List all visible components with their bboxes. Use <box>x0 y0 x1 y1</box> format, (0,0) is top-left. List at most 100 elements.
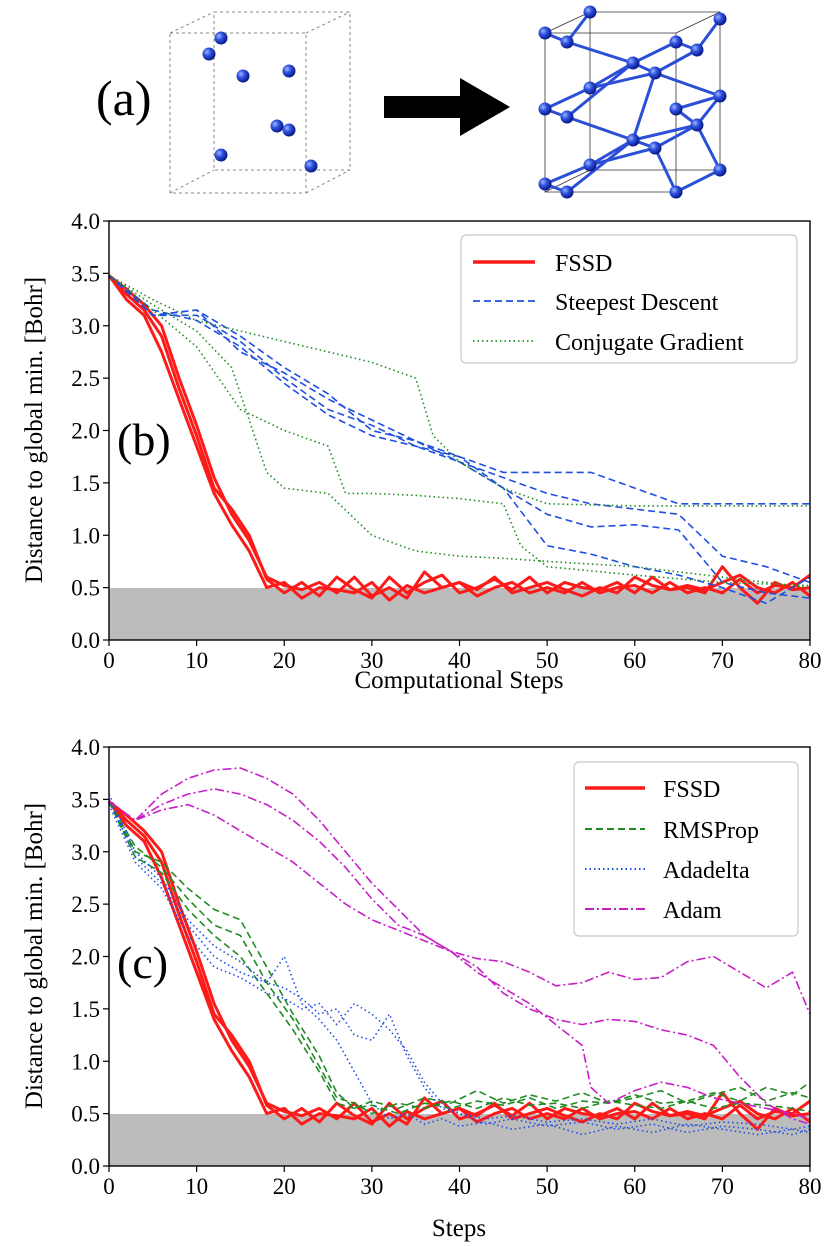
series-line-fssd <box>107 800 811 1128</box>
y-tick-label: 3.0 <box>71 314 100 339</box>
atom <box>282 123 296 137</box>
x-tick-label: 30 <box>360 648 383 673</box>
series-line-rmsprop <box>108 801 811 1110</box>
atom <box>626 56 640 70</box>
series-line-conjugate-gradient <box>108 274 811 587</box>
x-tick-label: 40 <box>448 1174 471 1199</box>
x-tick-label: 20 <box>273 1174 296 1199</box>
x-tick-label: 50 <box>536 1174 559 1199</box>
y-tick-label: 2.0 <box>71 419 100 444</box>
y-tick-label: 4.0 <box>71 209 100 234</box>
atom <box>560 35 574 49</box>
x-tick-label: 30 <box>360 1174 383 1199</box>
legend-c-label-adadelta: Adadelta <box>663 858 750 884</box>
chart-c: 0 10 20 30 40 50 60 70 80 0.0 0.5 1.0 1.5 2.0 2.5 3.0 3.… <box>21 735 822 1242</box>
x-tick-label: 70 <box>711 1174 734 1199</box>
x-tick-label: 60 <box>623 1174 646 1199</box>
panel-a: (a) <box>96 5 727 199</box>
legend-c-label-adam: Adam <box>663 898 722 924</box>
x-tick-label: 0 <box>103 1174 115 1199</box>
legend-c-label-rmsprop: RMSProp <box>663 818 759 844</box>
chart-c-legend: FSSD RMSProp Adadelta Adam <box>573 761 799 937</box>
series-line-rmsprop <box>108 801 811 1115</box>
x-tick-label: 50 <box>536 648 559 673</box>
y-tick-label: 0.5 <box>71 1102 100 1127</box>
x-tick-label: 70 <box>711 648 734 673</box>
initial-atoms <box>202 31 318 173</box>
atom <box>202 47 216 61</box>
chart-b-panel-label: (b) <box>117 414 171 465</box>
y-tick-label: 1.5 <box>71 997 100 1022</box>
x-tick-label: 10 <box>185 648 208 673</box>
atom <box>690 43 704 57</box>
chart-b-threshold-band <box>109 588 810 640</box>
chart-c-threshold-band <box>109 1114 810 1166</box>
panel-a-label: (a) <box>96 70 152 126</box>
y-tick-label: 4.0 <box>71 735 100 760</box>
y-tick-label: 2.0 <box>71 945 100 970</box>
atom <box>282 64 296 78</box>
atom <box>236 69 250 83</box>
chart-c-ylabel: Distance to global min. [Bohr] <box>21 803 48 1109</box>
series-line-adam <box>108 800 811 1120</box>
atom <box>669 102 683 116</box>
series-line-steepest-descent <box>108 274 811 584</box>
atom <box>648 66 662 80</box>
atom <box>583 158 597 172</box>
x-tick-label: 60 <box>623 648 646 673</box>
atom <box>270 119 284 133</box>
x-tick-label: 80 <box>799 1174 822 1199</box>
legend-b-label-fssd: FSSD <box>555 251 612 277</box>
atom <box>669 185 683 199</box>
series-line-adadelta <box>108 793 811 1136</box>
y-tick-label: 1.0 <box>71 523 100 548</box>
optimized-atoms <box>538 5 727 199</box>
legend-b-label-steepest-descent: Steepest Descent <box>555 290 719 316</box>
legend-b-label-conjugate-gradient: Conjugate Gradient <box>555 330 744 356</box>
y-tick-label: 2.5 <box>71 366 100 391</box>
chart-c-ticks: 0 10 20 30 40 50 60 70 80 0.0 0.5 1.0 1.5 2.0 2.5 3.0 3.… <box>71 735 821 1199</box>
atom <box>713 89 727 103</box>
series-line-adam <box>108 767 811 1015</box>
y-tick-label: 1.5 <box>71 471 100 496</box>
atom <box>560 185 574 199</box>
y-tick-label: 0.5 <box>71 576 100 601</box>
chart-b-ylabel: Distance to global min. [Bohr] <box>21 277 48 583</box>
y-tick-label: 2.5 <box>71 892 100 917</box>
atom <box>669 35 683 49</box>
atom <box>538 177 552 191</box>
initial-structure-box <box>169 11 351 194</box>
chart-c-series <box>107 767 811 1136</box>
chart-b-legend: FSSD Steepest Descent Conjugate Gradient <box>460 234 798 364</box>
chart-b-ticks: 0 10 20 30 40 50 60 70 80 0.0 0.5 1.0 1.5 2.0 2.5 3.0 3.… <box>71 209 821 673</box>
atom <box>626 133 640 147</box>
atom <box>583 81 597 95</box>
x-tick-label: 10 <box>185 1174 208 1199</box>
series-line-conjugate-gradient <box>108 274 810 507</box>
x-tick-label: 80 <box>799 648 822 673</box>
y-tick-label: 3.5 <box>71 261 100 286</box>
chart-b-xlabel: Computational Steps <box>354 667 563 694</box>
atom <box>304 159 318 173</box>
y-tick-label: 3.0 <box>71 840 100 865</box>
chart-c-xlabel: Steps <box>432 1215 486 1242</box>
chart-b: 0 10 20 30 40 50 60 70 80 0.0 0.5 1.0 1.5 2.0 2.5 3.0 3.… <box>21 209 822 694</box>
x-tick-label: 20 <box>273 648 296 673</box>
atom <box>538 26 552 40</box>
atom <box>648 141 662 155</box>
atom <box>214 31 228 45</box>
atom <box>713 163 727 177</box>
y-tick-label: 1.0 <box>71 1049 100 1074</box>
atom <box>560 110 574 124</box>
y-tick-label: 0.0 <box>71 1154 100 1179</box>
chart-c-panel-label: (c) <box>117 937 168 988</box>
atom <box>538 102 552 116</box>
series-line-adadelta <box>108 804 811 1136</box>
atom <box>713 12 727 26</box>
y-tick-label: 3.5 <box>71 787 100 812</box>
x-tick-label: 0 <box>103 648 115 673</box>
series-line-adam <box>108 788 811 1125</box>
series-line-steepest-descent <box>108 274 811 599</box>
series-line-fssd <box>107 800 811 1126</box>
